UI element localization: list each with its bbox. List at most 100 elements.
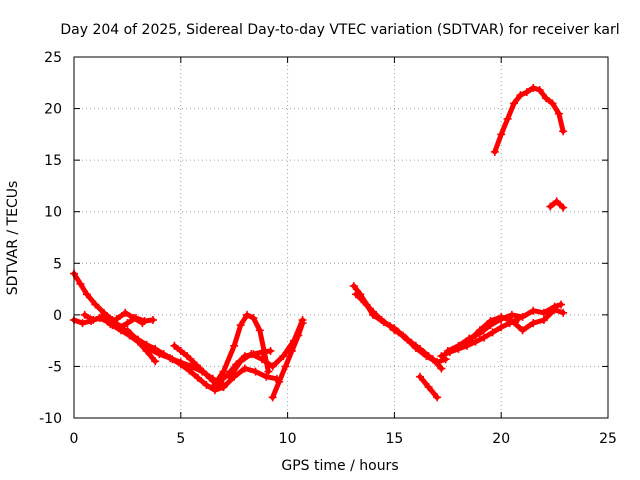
data-point xyxy=(275,377,284,386)
data-point xyxy=(486,317,495,326)
data-point xyxy=(377,316,386,325)
data-point xyxy=(108,321,117,330)
y-tick-label: 0 xyxy=(53,308,62,324)
chart-title: Day 204 of 2025, Sidereal Day-to-day VTE… xyxy=(60,22,619,38)
data-point xyxy=(433,358,442,367)
x-tick-label: 0 xyxy=(70,431,79,447)
data-point xyxy=(351,290,360,299)
data-point xyxy=(471,337,480,346)
data-point xyxy=(97,312,106,321)
y-tick-label: 15 xyxy=(44,153,62,169)
data-point xyxy=(557,300,566,309)
data-point xyxy=(497,323,506,332)
data-point xyxy=(546,202,555,211)
data-point xyxy=(475,326,484,335)
data-point xyxy=(497,130,506,139)
data-point xyxy=(262,372,271,381)
data-point xyxy=(249,313,258,322)
data-point xyxy=(398,331,407,340)
data-point xyxy=(215,377,224,386)
data-point xyxy=(559,308,568,317)
series-track-11 xyxy=(268,319,307,402)
data-point xyxy=(196,364,205,373)
data-point xyxy=(522,88,531,97)
data-point xyxy=(407,338,416,347)
y-axis-label: SDTVAR / TECUs xyxy=(5,181,21,296)
data-point xyxy=(437,364,446,373)
data-point xyxy=(225,372,234,381)
data-point xyxy=(144,344,153,353)
data-point xyxy=(360,298,369,307)
series-track-15 xyxy=(416,372,442,402)
data-point xyxy=(80,310,89,319)
series-line xyxy=(466,307,566,344)
y-tick-label: 20 xyxy=(44,102,62,118)
x-tick-label: 5 xyxy=(176,431,185,447)
data-point xyxy=(518,326,527,335)
series-track-18 xyxy=(465,305,568,345)
data-point xyxy=(539,316,548,325)
y-tick-label: 10 xyxy=(44,205,62,221)
data-point xyxy=(349,281,358,290)
data-point xyxy=(559,203,568,212)
data-point xyxy=(488,328,497,337)
data-point xyxy=(183,352,192,361)
data-point xyxy=(424,352,433,361)
data-point xyxy=(247,350,256,359)
data-point xyxy=(243,310,252,319)
data-point xyxy=(548,99,557,108)
series-track-7 xyxy=(208,310,273,392)
series-track-4 xyxy=(108,321,160,366)
data-point xyxy=(369,307,378,316)
x-tick-label: 20 xyxy=(492,431,510,447)
x-tick-label: 25 xyxy=(599,431,617,447)
data-point xyxy=(151,357,160,366)
data-point xyxy=(78,319,87,328)
data-point xyxy=(251,367,260,376)
data-point xyxy=(140,317,149,326)
data-point xyxy=(503,114,512,123)
data-point xyxy=(490,147,499,156)
data-point xyxy=(437,352,446,361)
data-point xyxy=(257,347,266,356)
data-point xyxy=(82,290,91,299)
y-tick-label: -10 xyxy=(39,411,62,427)
data-point xyxy=(529,319,538,328)
series-track-9 xyxy=(219,364,281,392)
data-point xyxy=(433,393,442,402)
data-point xyxy=(454,341,463,350)
data-point xyxy=(424,383,433,392)
data-point xyxy=(386,322,395,331)
y-tick-label: -5 xyxy=(48,359,62,375)
data-point xyxy=(535,86,544,95)
data-point xyxy=(202,370,211,379)
data-point xyxy=(542,94,551,103)
data-point xyxy=(121,308,130,317)
data-point xyxy=(266,346,275,355)
data-point xyxy=(230,341,239,350)
data-point xyxy=(189,358,198,367)
y-tick-label: 5 xyxy=(53,256,62,272)
series-line xyxy=(227,317,306,380)
plot-frame xyxy=(73,56,609,419)
data-point xyxy=(554,109,563,118)
data-point xyxy=(131,313,140,322)
data-point xyxy=(166,354,175,363)
data-point xyxy=(390,326,399,335)
data-point xyxy=(463,341,472,350)
data-point xyxy=(255,326,264,335)
data-point xyxy=(465,336,474,345)
data-point xyxy=(443,346,452,355)
data-point xyxy=(529,306,538,315)
series-line xyxy=(171,343,222,390)
data-point xyxy=(480,333,489,342)
data-point xyxy=(552,197,561,206)
data-point xyxy=(298,319,307,328)
data-point xyxy=(294,331,303,340)
data-point xyxy=(287,346,296,355)
data-point xyxy=(76,279,85,288)
data-point xyxy=(219,383,228,392)
series-track-14 xyxy=(390,326,450,367)
data-point xyxy=(279,352,288,361)
data-point xyxy=(416,344,425,353)
